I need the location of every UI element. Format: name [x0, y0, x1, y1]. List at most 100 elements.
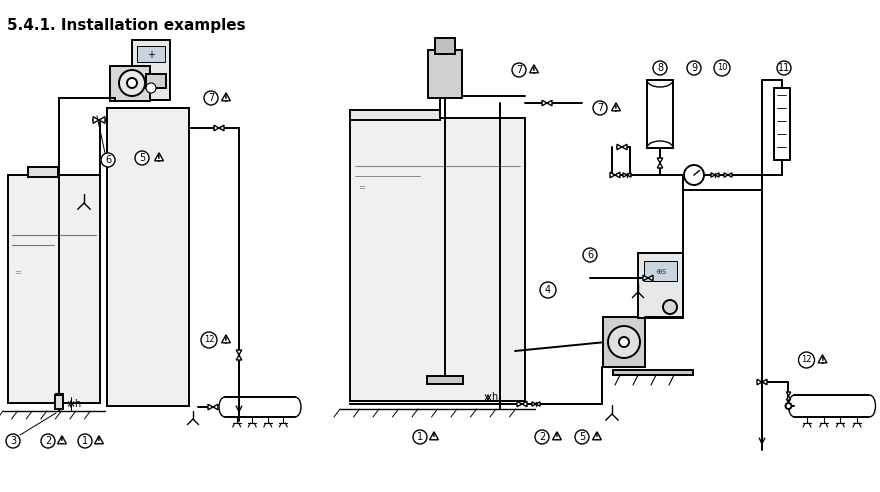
Polygon shape: [711, 173, 715, 177]
Bar: [647, 80, 673, 148]
Polygon shape: [728, 173, 732, 177]
Text: 4: 4: [545, 285, 551, 295]
Circle shape: [127, 78, 137, 88]
Text: 6: 6: [105, 155, 111, 165]
Polygon shape: [615, 172, 620, 178]
Polygon shape: [208, 404, 213, 410]
Polygon shape: [610, 172, 615, 178]
Text: 12: 12: [802, 356, 811, 365]
Polygon shape: [617, 144, 622, 150]
Bar: [55, 395, 63, 409]
Text: h: h: [74, 399, 80, 409]
Bar: [146, 74, 166, 88]
Text: !: !: [595, 433, 599, 442]
Text: !: !: [555, 433, 559, 442]
Circle shape: [684, 165, 704, 185]
Polygon shape: [532, 402, 536, 406]
Polygon shape: [536, 402, 540, 406]
Polygon shape: [648, 275, 653, 281]
Bar: [613, 370, 693, 375]
Text: !: !: [614, 104, 618, 114]
Text: 2: 2: [45, 436, 51, 446]
Text: =: =: [14, 268, 21, 277]
Circle shape: [575, 430, 589, 444]
Bar: [132, 40, 170, 100]
Polygon shape: [715, 173, 719, 177]
Bar: [350, 110, 440, 120]
Polygon shape: [95, 436, 104, 444]
Circle shape: [714, 60, 730, 76]
Text: !: !: [157, 154, 161, 163]
Bar: [638, 253, 683, 318]
Text: 5: 5: [579, 432, 585, 442]
Bar: [644, 261, 677, 281]
Text: 3: 3: [10, 436, 16, 446]
Circle shape: [41, 434, 55, 448]
Bar: [28, 167, 58, 177]
Circle shape: [413, 430, 427, 444]
Text: 11: 11: [778, 63, 790, 73]
Text: 5: 5: [139, 153, 145, 163]
Circle shape: [583, 248, 597, 262]
Circle shape: [135, 151, 149, 165]
Polygon shape: [547, 100, 552, 106]
Text: !: !: [224, 94, 228, 103]
Circle shape: [512, 63, 526, 77]
Polygon shape: [724, 173, 728, 177]
Polygon shape: [214, 125, 219, 131]
Text: =: =: [358, 183, 365, 192]
Circle shape: [619, 337, 629, 347]
Circle shape: [540, 282, 556, 298]
Polygon shape: [57, 436, 66, 444]
Text: 1: 1: [417, 432, 423, 442]
Text: !: !: [532, 66, 536, 75]
Polygon shape: [553, 432, 561, 440]
Text: 7: 7: [208, 93, 214, 103]
Bar: [428, 50, 462, 98]
Circle shape: [663, 300, 677, 314]
Text: 7: 7: [516, 65, 522, 75]
Text: !: !: [224, 337, 228, 345]
Polygon shape: [757, 379, 762, 385]
Polygon shape: [612, 103, 620, 111]
Circle shape: [798, 352, 815, 368]
Circle shape: [119, 70, 145, 96]
Polygon shape: [517, 401, 522, 407]
Polygon shape: [213, 404, 218, 410]
Polygon shape: [657, 158, 663, 163]
Polygon shape: [155, 153, 164, 161]
Polygon shape: [623, 173, 627, 177]
Bar: [8, 175, 100, 403]
Polygon shape: [530, 65, 539, 73]
Circle shape: [101, 153, 115, 167]
Circle shape: [146, 83, 156, 93]
Polygon shape: [236, 355, 242, 360]
Bar: [774, 88, 790, 160]
Polygon shape: [787, 396, 791, 400]
Polygon shape: [219, 125, 224, 131]
Bar: [110, 66, 150, 101]
Polygon shape: [222, 93, 231, 101]
Polygon shape: [429, 432, 438, 440]
Polygon shape: [236, 350, 242, 355]
Circle shape: [6, 434, 20, 448]
Polygon shape: [622, 144, 627, 150]
Circle shape: [78, 434, 92, 448]
Circle shape: [201, 332, 217, 348]
Polygon shape: [99, 117, 105, 123]
Polygon shape: [93, 117, 99, 123]
Circle shape: [608, 326, 640, 358]
Bar: [107, 108, 189, 406]
Text: 7: 7: [597, 103, 603, 113]
Polygon shape: [643, 275, 648, 281]
Circle shape: [593, 101, 607, 115]
Circle shape: [786, 403, 791, 409]
Text: +: +: [147, 50, 155, 60]
Text: 12: 12: [204, 336, 214, 344]
Text: 9: 9: [691, 63, 697, 73]
Bar: [350, 118, 525, 401]
Text: !: !: [97, 437, 101, 447]
Text: 5.4.1. Installation examples: 5.4.1. Installation examples: [7, 18, 246, 33]
Polygon shape: [762, 379, 767, 385]
Polygon shape: [627, 173, 631, 177]
